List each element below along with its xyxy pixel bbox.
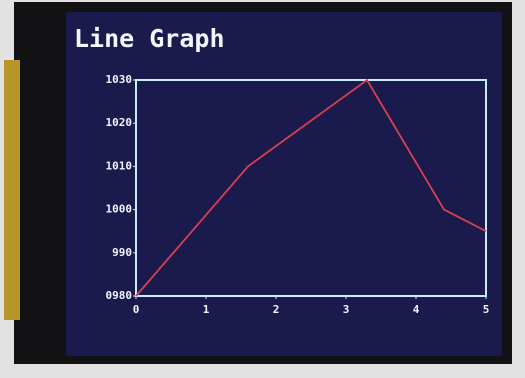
x-tick-label: 4: [413, 303, 420, 316]
x-tick-label: 2: [273, 303, 280, 316]
y-tick-label: 0980: [106, 289, 133, 302]
display: [66, 12, 502, 356]
screen-photo: Line Graph 0980 990 1000 1010 1020 1030 0 1 2 3 4 5: [0, 0, 525, 378]
x-tick-label: 3: [343, 303, 350, 316]
chart-title: Line Graph: [74, 24, 225, 53]
y-tick-label: 1030: [106, 73, 133, 86]
x-tick-label: 1: [203, 303, 210, 316]
x-tick-label: 0: [133, 303, 140, 316]
y-tick-label: 1000: [106, 203, 133, 216]
y-tick-label: 990: [112, 246, 132, 259]
x-tick-label: 5: [483, 303, 490, 316]
y-tick-label: 1010: [106, 159, 133, 172]
connector: [4, 60, 20, 320]
y-tick-label: 1020: [106, 116, 133, 129]
